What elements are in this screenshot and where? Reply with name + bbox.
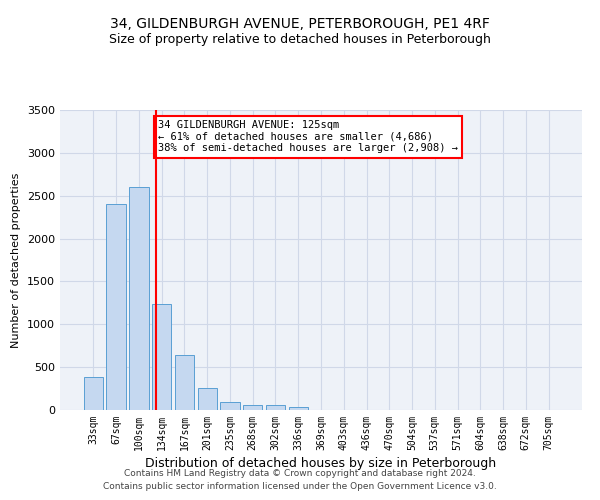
Bar [220, 402, 239, 410]
Bar [129, 187, 149, 410]
Text: Contains public sector information licensed under the Open Government Licence v3: Contains public sector information licen… [103, 482, 497, 491]
Bar [106, 204, 126, 410]
X-axis label: Distribution of detached houses by size in Peterborough: Distribution of detached houses by size … [145, 457, 497, 470]
Bar [197, 388, 217, 410]
Y-axis label: Number of detached properties: Number of detached properties [11, 172, 22, 348]
Bar [243, 405, 262, 410]
Bar [84, 376, 103, 410]
Text: Contains HM Land Registry data © Crown copyright and database right 2024.: Contains HM Land Registry data © Crown c… [124, 468, 476, 477]
Bar [152, 304, 172, 410]
Text: Size of property relative to detached houses in Peterborough: Size of property relative to detached ho… [109, 32, 491, 46]
Text: 34 GILDENBURGH AVENUE: 125sqm
← 61% of detached houses are smaller (4,686)
38% o: 34 GILDENBURGH AVENUE: 125sqm ← 61% of d… [158, 120, 458, 154]
Bar [175, 355, 194, 410]
Bar [289, 406, 308, 410]
Bar [266, 406, 285, 410]
Text: 34, GILDENBURGH AVENUE, PETERBOROUGH, PE1 4RF: 34, GILDENBURGH AVENUE, PETERBOROUGH, PE… [110, 18, 490, 32]
